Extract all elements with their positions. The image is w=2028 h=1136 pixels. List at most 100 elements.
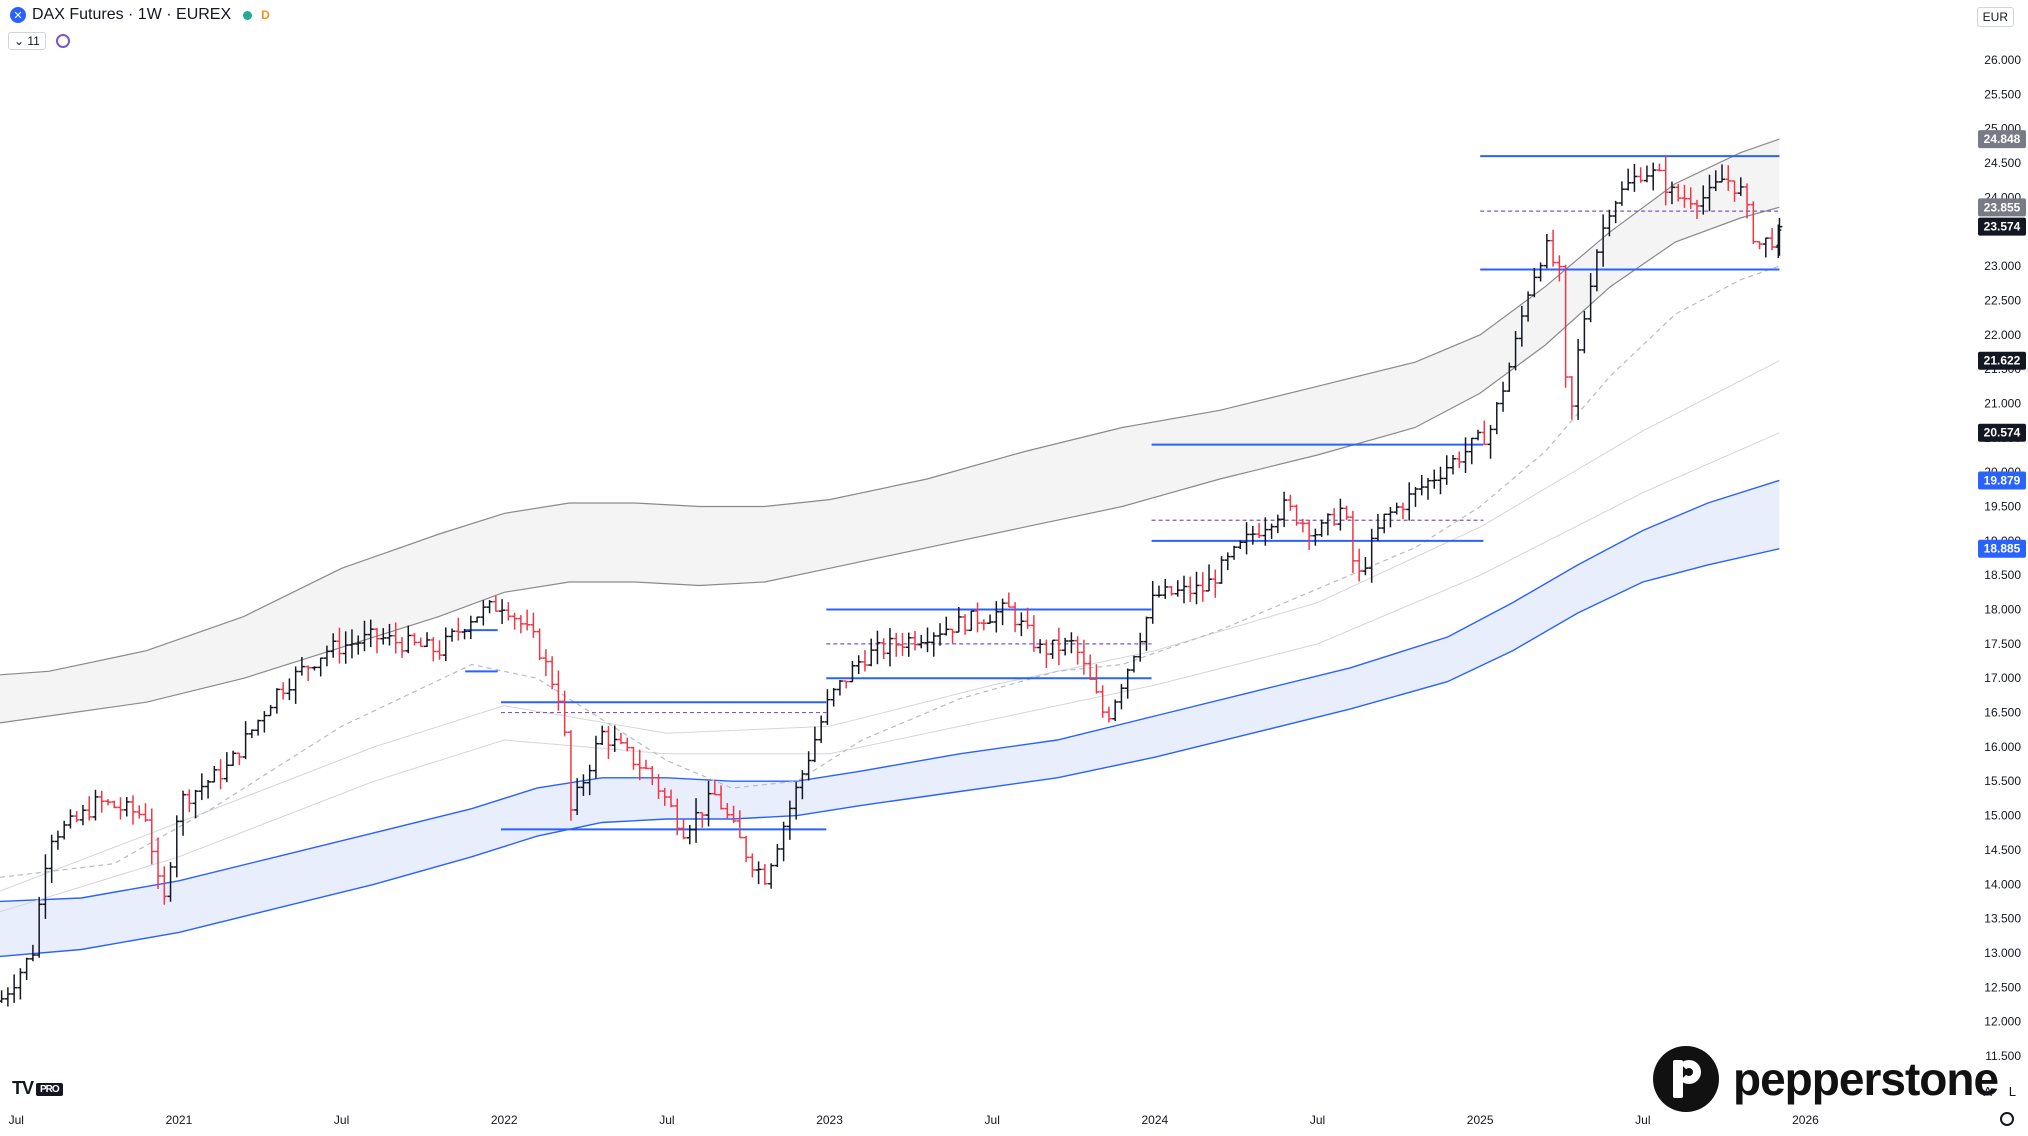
ohlc-bar bbox=[392, 622, 399, 654]
ohlc-bar bbox=[1568, 376, 1575, 420]
y-tick-label: 21.000 bbox=[1984, 396, 2021, 410]
x-tick-label: Jul bbox=[9, 1113, 24, 1127]
ohlc-bar bbox=[743, 835, 750, 863]
x-tick-label: 2025 bbox=[1467, 1113, 1494, 1127]
ohlc-bar bbox=[1155, 585, 1162, 598]
ohlc-bar bbox=[1362, 557, 1369, 576]
ohlc-bar bbox=[442, 627, 449, 662]
price-label: 23.574 bbox=[1978, 217, 2026, 236]
ohlc-bar bbox=[0, 990, 5, 1003]
settings-gear-icon[interactable] bbox=[2000, 1112, 2014, 1126]
ohlc-bar bbox=[1637, 167, 1644, 183]
ohlc-bar bbox=[668, 789, 675, 808]
ohlc-bar bbox=[486, 600, 493, 614]
ohlc-bar bbox=[855, 655, 862, 675]
symbol-title: DAX Futures · 1W · EUREX bbox=[32, 6, 232, 23]
ohlc-bar bbox=[511, 612, 518, 630]
x-tick-label: Jul bbox=[659, 1113, 674, 1127]
ohlc-bar bbox=[1218, 556, 1225, 584]
ohlc-bar bbox=[180, 790, 187, 836]
ohlc-bar bbox=[449, 628, 456, 642]
ohlc-bar bbox=[655, 774, 662, 799]
x-tick-label: 2023 bbox=[816, 1113, 843, 1127]
ohlc-bar bbox=[317, 657, 324, 677]
ohlc-bar bbox=[123, 797, 130, 817]
ohlc-bar bbox=[605, 725, 612, 760]
log-scale-button[interactable]: L bbox=[2008, 1084, 2016, 1099]
ohlc-bar bbox=[36, 896, 43, 958]
blue-envelope-band bbox=[0, 479, 1780, 958]
ohlc-bar bbox=[918, 634, 925, 649]
ohlc-bar bbox=[1412, 486, 1419, 507]
ohlc-bar bbox=[455, 617, 462, 641]
ohlc-bar bbox=[786, 800, 793, 840]
ohlc-bar bbox=[861, 650, 868, 672]
ohlc-bar bbox=[399, 636, 406, 658]
ohlc-bar bbox=[1293, 504, 1300, 526]
ohlc-bar bbox=[117, 797, 124, 820]
ohlc-bar bbox=[1087, 654, 1094, 680]
ohlc-bar bbox=[67, 809, 74, 829]
ohlc-bar bbox=[1312, 528, 1319, 546]
ohlc-bar bbox=[711, 779, 718, 796]
ohlc-bar bbox=[1318, 519, 1325, 537]
ohlc-bar bbox=[436, 640, 443, 660]
ohlc-bar bbox=[1431, 469, 1438, 489]
ohlc-bar bbox=[561, 690, 568, 737]
x-tick-label: 2022 bbox=[491, 1113, 518, 1127]
ohlc-bar bbox=[192, 789, 199, 819]
ohlc-bar bbox=[805, 751, 812, 781]
ohlc-bar bbox=[1606, 209, 1613, 237]
ohlc-bar bbox=[1487, 424, 1494, 459]
price-label-text: 18.885 bbox=[1984, 542, 2021, 556]
ohlc-bar bbox=[298, 656, 305, 676]
ohlc-bar bbox=[198, 773, 205, 801]
market-status-dot bbox=[243, 10, 253, 20]
price-label: 20.574 bbox=[1978, 423, 2026, 442]
ohlc-bar bbox=[968, 610, 975, 632]
ohlc-bar bbox=[943, 616, 950, 636]
ohlc-bar bbox=[492, 595, 499, 612]
y-tick-label: 18.500 bbox=[1984, 568, 2021, 582]
ohlc-bar bbox=[849, 660, 856, 683]
ohlc-bar bbox=[1356, 548, 1363, 582]
ohlc-bar bbox=[536, 628, 543, 661]
ohlc-bar bbox=[1631, 163, 1638, 192]
ohlc-bar bbox=[292, 666, 299, 704]
ohlc-bar bbox=[355, 635, 362, 655]
gray-band-upper bbox=[0, 138, 1780, 676]
ohlc-bar bbox=[373, 628, 380, 654]
ohlc-bar bbox=[818, 715, 825, 744]
gray-envelope-band bbox=[0, 138, 1780, 724]
auto-scale-button[interactable]: A bbox=[1983, 1084, 1992, 1099]
currency-selector[interactable]: EUR bbox=[1976, 7, 2014, 27]
x-tick-label: 2026 bbox=[1792, 1113, 1819, 1127]
ohlc-bar bbox=[1575, 339, 1582, 420]
ohlc-bar bbox=[1174, 580, 1181, 597]
ohlc-bar bbox=[1099, 685, 1106, 718]
ohlc-bar bbox=[1500, 381, 1507, 412]
sync-icon[interactable] bbox=[55, 34, 70, 48]
ohlc-bar bbox=[718, 785, 725, 810]
ohlc-bar bbox=[430, 637, 437, 662]
y-tick-label: 23.000 bbox=[1984, 259, 2021, 273]
ohlc-bar bbox=[1274, 514, 1281, 534]
y-tick-label: 12.000 bbox=[1984, 1015, 2021, 1029]
indicators-count: 11 bbox=[27, 34, 40, 48]
ohlc-bar bbox=[1030, 615, 1037, 652]
indicators-toggle-button[interactable]: ⌄ 11 bbox=[8, 32, 46, 50]
moving-averages bbox=[0, 265, 1780, 913]
symbol-legend[interactable]: ✕ DAX Futures · 1W · EUREX D bbox=[10, 6, 270, 24]
ohlc-bar bbox=[474, 616, 481, 623]
ohlc-bar bbox=[999, 598, 1006, 626]
blue-band-upper bbox=[0, 479, 1780, 903]
pepperstone-p-icon bbox=[1653, 1046, 1719, 1112]
ohlc-bar bbox=[1118, 684, 1125, 710]
pepperstone-logo: pepperstone bbox=[1653, 1046, 1999, 1112]
ohlc-bar bbox=[248, 729, 255, 739]
ohlc-bar bbox=[1756, 240, 1763, 250]
price-label-box bbox=[1978, 471, 2026, 490]
ohlc-bar bbox=[1387, 506, 1394, 528]
ohlc-bar bbox=[73, 811, 80, 823]
